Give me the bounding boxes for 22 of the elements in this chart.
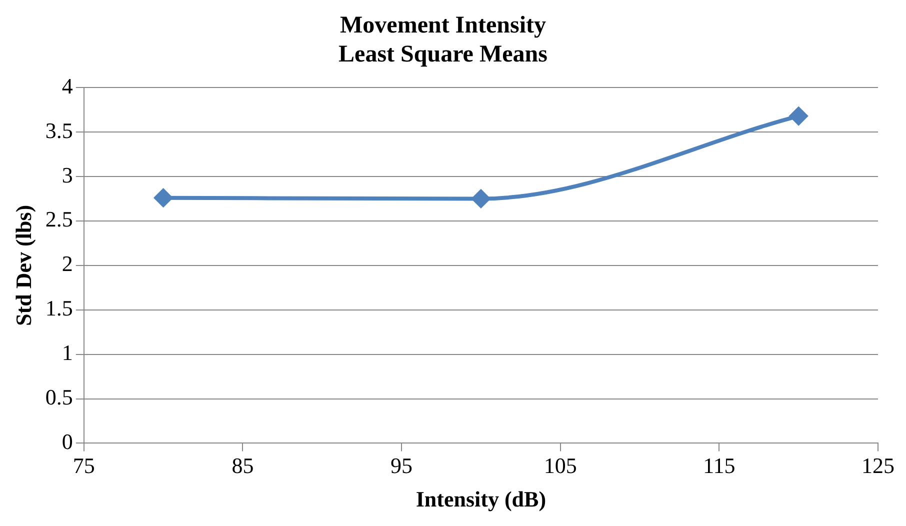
y-axis-title: Std Dev (lbs) — [10, 204, 36, 326]
x-tick-label: 75 — [72, 453, 95, 478]
y-tick-label: 3 — [62, 162, 73, 188]
x-tick-label: 115 — [703, 453, 736, 478]
y-tick-label: 2.5 — [45, 206, 73, 232]
x-tick-label: 95 — [390, 453, 413, 478]
point — [790, 107, 808, 126]
x-tick-label: 125 — [862, 453, 894, 478]
point — [154, 188, 172, 207]
point — [472, 190, 490, 208]
y-tick-label: 4 — [62, 73, 73, 98]
y-tick-label: 2 — [62, 251, 73, 276]
text: Movement Intensity — [340, 12, 546, 39]
x-tick-label: 85 — [232, 453, 254, 478]
y-tick-label: 3.5 — [45, 118, 73, 143]
y-tick-label: 1.5 — [45, 296, 73, 321]
y-tick-label: 0 — [62, 428, 73, 454]
y-tick-label: 0.5 — [45, 384, 73, 410]
x-axis-title: Intensity (dB) — [416, 486, 546, 512]
y-tick-label: 1 — [62, 340, 73, 366]
x-tick-label: 105 — [544, 453, 577, 478]
text: Least Square Means — [338, 41, 548, 68]
